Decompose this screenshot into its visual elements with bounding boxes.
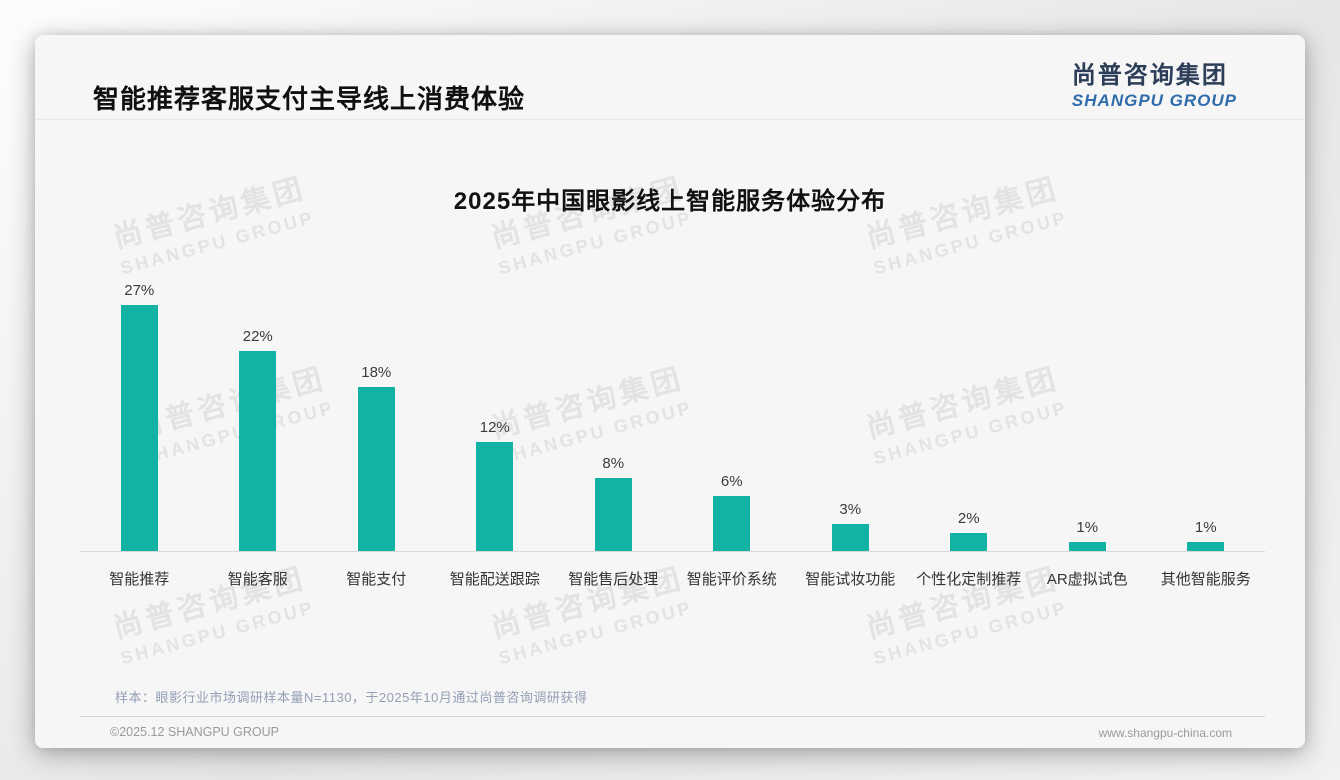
bar-category-label: 智能支付 — [346, 571, 407, 588]
bar-value-label: 1% — [1194, 519, 1217, 536]
footer-divider — [80, 716, 1265, 717]
bar-column: 22% — [199, 251, 318, 551]
bar-value-label: 12% — [479, 419, 510, 436]
bar-value-label: 2% — [957, 510, 980, 527]
bar-value-label: 3% — [839, 501, 862, 518]
bars-area: 27% 22% 18% 12% 8% 6% 3% 2% 1% 1% — [80, 251, 1265, 551]
bar — [120, 305, 158, 551]
bar-value-label: 8% — [602, 455, 625, 472]
logo-english-text: SHANGPU GROUP — [1071, 91, 1237, 110]
logo-chinese-text: 尚普咨询集团 — [1071, 62, 1228, 89]
bar — [831, 524, 869, 551]
bar-column: 3% — [791, 251, 910, 551]
slide-card: 尚普咨询集团 SHANGPU GROUP 尚普咨询集团 SHANGPU GROUP 尚普… — [35, 35, 1305, 748]
page-title: 智能推荐客服支付主导线上消费体验 — [93, 84, 526, 114]
slide-content: 智能推荐客服支付主导线上消费体验 尚普咨询集团 SHANGPU GROUP 20… — [35, 35, 1305, 748]
bar-category-label: 个性化定制推荐 — [916, 571, 1022, 588]
bar-column: 6% — [673, 251, 792, 551]
company-logo: 尚普咨询集团 SHANGPU GROUP — [1072, 55, 1237, 111]
copyright-text: ©2025.12 SHANGPU GROUP — [110, 725, 279, 739]
category-labels-row: 智能推荐 智能客服 智能支付 智能配送跟踪 智能售后处理 智能评价系统 智能试妆功能 个性化定… — [80, 568, 1265, 589]
bar-category-label: 智能客服 — [227, 571, 288, 588]
bar-column: 18% — [317, 251, 436, 551]
bar — [357, 387, 395, 551]
bar-value-label: 27% — [124, 282, 155, 299]
bar-category-label: 其他智能服务 — [1160, 571, 1251, 588]
header-divider — [35, 119, 1305, 120]
bar-category-label: 智能配送跟踪 — [449, 571, 540, 588]
bar — [476, 442, 514, 551]
bar-category-label: 智能试妆功能 — [805, 571, 896, 588]
x-axis-line — [80, 551, 1265, 552]
bar-category-label: AR虚拟试色 — [1046, 571, 1128, 588]
bar-chart: 27% 22% 18% 12% 8% 6% 3% 2% 1% 1% 智能推荐 智能客服 智能支付 智能配… — [80, 251, 1265, 589]
bar-value-label: 18% — [361, 364, 392, 381]
chart-title: 2025年中国眼影线上智能服务体验分布 — [453, 188, 887, 215]
bar-category-label: 智能售后处理 — [568, 571, 659, 588]
bar-column: 1% — [1147, 251, 1266, 551]
bar — [239, 351, 277, 551]
bar — [713, 496, 751, 551]
bar — [950, 533, 988, 551]
bar-column: 12% — [436, 251, 555, 551]
bar — [1187, 542, 1225, 551]
bar-value-label: 22% — [242, 328, 273, 345]
bar — [594, 478, 632, 551]
bar-value-label: 6% — [720, 473, 743, 490]
bar-column: 1% — [1028, 251, 1147, 551]
bar — [1068, 542, 1106, 551]
bar-category-label: 智能评价系统 — [686, 571, 777, 588]
bar-column: 2% — [910, 251, 1029, 551]
sample-note: 样本：眼影行业市场调研样本量N=1130，于2025年10月通过尚普咨询调研获得 — [115, 690, 588, 705]
bar-column: 27% — [80, 251, 199, 551]
bar-column: 8% — [554, 251, 673, 551]
bar-category-label: 智能推荐 — [109, 571, 170, 588]
bar-value-label: 1% — [1076, 519, 1099, 536]
website-url: www.shangpu-china.com — [1098, 726, 1232, 740]
